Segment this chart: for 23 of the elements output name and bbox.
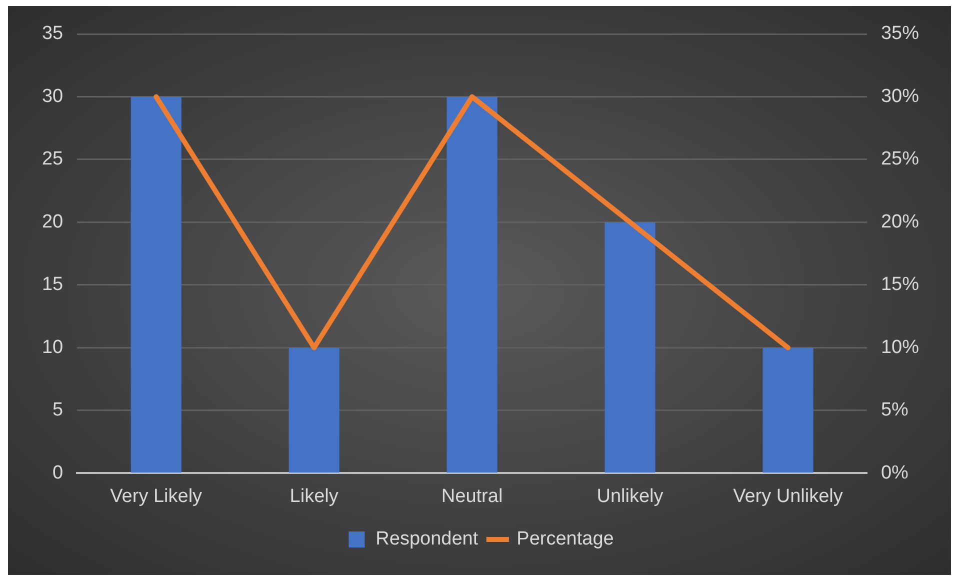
- x-tick-label: Neutral: [441, 486, 503, 507]
- legend-label: Respondent: [376, 528, 479, 550]
- y-tick-label: 30: [42, 86, 64, 107]
- x-tick-label: Very Likely: [110, 486, 203, 507]
- y-tick-label: 35: [42, 23, 64, 44]
- y2-tick-label: 5%: [880, 400, 909, 421]
- y2-tick-label: 15%: [880, 274, 920, 296]
- x-tick-label: Unlikely: [596, 486, 664, 507]
- y-tick-label: 15: [42, 274, 64, 296]
- y-tick-label: 5: [52, 400, 64, 421]
- y2-tick-label: 30%: [880, 86, 920, 107]
- y-tick-label: 0: [52, 462, 64, 484]
- y2-tick-label: 35%: [880, 23, 920, 44]
- y2-tick-label: 0%: [880, 462, 909, 484]
- y2-tick-label: 25%: [880, 148, 920, 170]
- legend-label: Percentage: [516, 528, 614, 550]
- x-tick-label: Likely: [290, 486, 339, 507]
- y-tick-label: 10: [42, 336, 64, 358]
- y2-tick-label: 10%: [880, 336, 920, 358]
- y2-tick-label: 20%: [880, 211, 920, 232]
- y-tick-label: 25: [42, 148, 64, 170]
- y-tick-label: 20: [42, 211, 64, 232]
- x-tick-label: Very Unlikely: [733, 486, 844, 507]
